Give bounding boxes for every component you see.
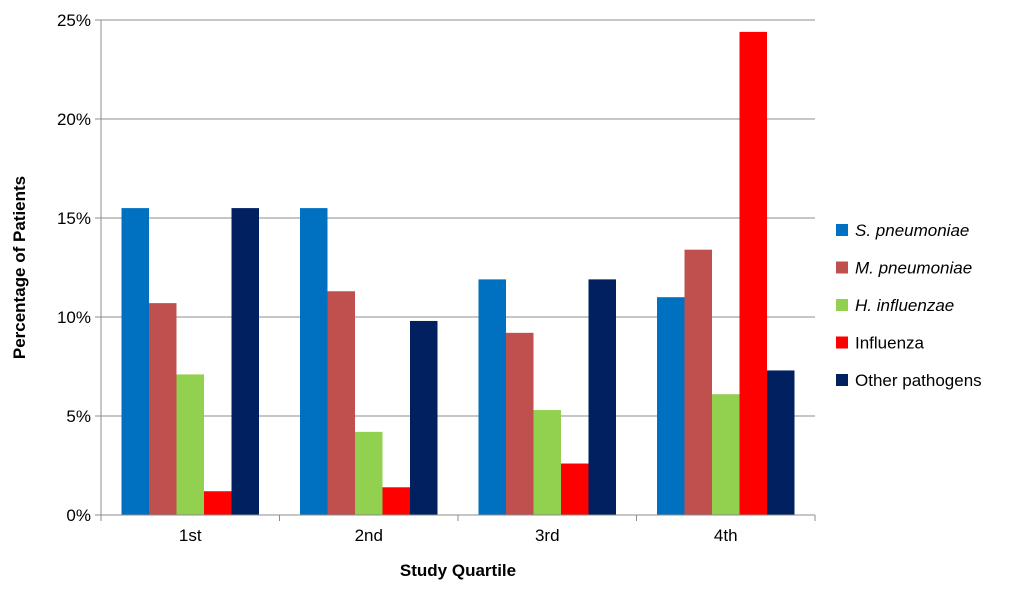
bar xyxy=(767,370,795,515)
bar xyxy=(300,208,328,515)
bar xyxy=(231,208,259,515)
y-tick-label: 15% xyxy=(57,209,91,228)
legend-swatch xyxy=(836,374,848,386)
bar xyxy=(478,279,506,515)
legend-swatch xyxy=(836,299,848,311)
bar xyxy=(739,31,767,515)
bar xyxy=(561,463,589,515)
y-tick-label: 25% xyxy=(57,11,91,30)
bar xyxy=(327,291,355,515)
bar xyxy=(684,249,712,515)
bar xyxy=(712,394,740,515)
bar xyxy=(149,303,177,515)
bar xyxy=(176,374,204,515)
legend-label: S. pneumoniae xyxy=(855,221,969,240)
bar xyxy=(506,332,534,515)
bar xyxy=(121,208,149,515)
axes xyxy=(95,19,816,521)
y-tick-label: 5% xyxy=(66,407,91,426)
bar xyxy=(382,487,410,515)
x-tick-label: 1st xyxy=(179,526,202,545)
x-tick-label: 4th xyxy=(714,526,738,545)
legend-swatch xyxy=(836,224,848,236)
tick-labels: 0% 5% 10% 15% 20% 25% 1st 2nd 3rd 4th xyxy=(57,11,738,545)
bar xyxy=(533,410,561,515)
legend-label: H. influenzae xyxy=(855,296,954,315)
legend: S. pneumoniae M. pneumoniae H. influenzae I… xyxy=(836,221,982,390)
bars xyxy=(121,31,795,515)
y-tick-label: 0% xyxy=(66,506,91,525)
bar xyxy=(204,491,232,515)
y-tick-label: 10% xyxy=(57,308,91,327)
legend-label: Influenza xyxy=(855,334,925,353)
x-axis-title: Study Quartile xyxy=(400,561,516,580)
legend-swatch xyxy=(836,261,848,274)
bar xyxy=(588,279,616,515)
x-tick-label: 2nd xyxy=(355,526,383,545)
legend-label: Other pathogens xyxy=(855,371,982,390)
bar xyxy=(410,320,438,515)
bar xyxy=(355,431,383,515)
x-tick-label: 3rd xyxy=(535,526,560,545)
legend-label: M. pneumoniae xyxy=(855,259,972,278)
legend-swatch xyxy=(836,336,848,349)
bar xyxy=(657,297,685,515)
y-tick-label: 20% xyxy=(57,110,91,129)
y-axis-title: Percentage of Patients xyxy=(10,176,29,359)
